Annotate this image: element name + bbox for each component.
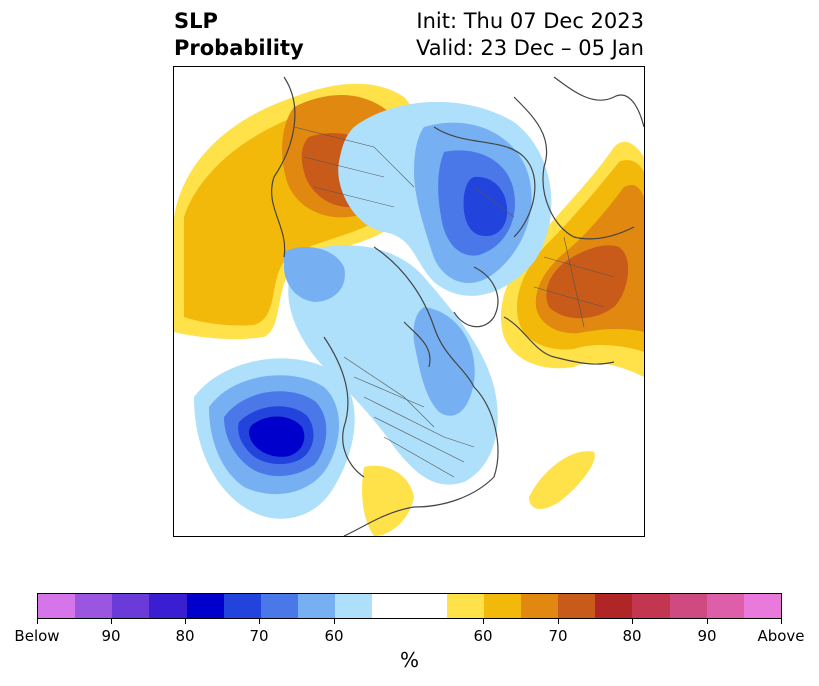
title-left: SLP Probability [174, 8, 304, 62]
colorbar-tick [781, 619, 782, 624]
colorbar-segment [706, 594, 744, 618]
colorbar [37, 593, 782, 619]
colorbar-tick-label: 80 [175, 627, 195, 645]
colorbar-tick-label: 60 [324, 627, 344, 645]
colorbar-segment [38, 594, 76, 618]
colorbar-tick [185, 619, 186, 624]
title-type: Probability [174, 36, 304, 60]
colorbar-segment [335, 594, 373, 618]
colorbar-segment [372, 594, 447, 618]
colorbar-segment [112, 594, 150, 618]
colorbar-segment [521, 594, 559, 618]
colorbar-segment [558, 594, 596, 618]
probability-map [174, 76, 644, 536]
colorbar-unit-label: % [399, 648, 419, 672]
colorbar-tick [632, 619, 633, 624]
colorbar-segment [632, 594, 670, 618]
colorbar-segment [595, 594, 633, 618]
colorbar-tick-label: 60 [473, 627, 493, 645]
colorbar-tick-label: 90 [697, 627, 717, 645]
colorbar-segment [260, 594, 299, 618]
colorbar-segment [75, 594, 113, 618]
north-atlantic-high-area [529, 451, 595, 509]
title-valid-period: Valid: 23 Dec – 05 Jan [415, 36, 644, 60]
colorbar-tick-label: Above [757, 627, 805, 645]
colorbar-tick-label: 80 [622, 627, 642, 645]
colorbar-segment [483, 594, 522, 618]
title-init-date: Init: Thu 07 Dec 2023 [416, 9, 644, 33]
colorbar-tick-label: 70 [548, 627, 568, 645]
colorbar-tick-label: Below [14, 627, 60, 645]
coastlines [271, 76, 644, 536]
title-variable: SLP [174, 9, 218, 33]
map-panel [173, 66, 645, 537]
colorbar-tick [558, 619, 559, 624]
colorbar-segment [743, 594, 782, 618]
pacific-low-area [194, 358, 355, 519]
colorbar-ticks: Below 90 80 70 60 60 70 80 90 Above [14, 619, 805, 645]
colorbar-tick [334, 619, 335, 624]
colorbar-tick-label: 90 [101, 627, 121, 645]
colorbar-tick [483, 619, 484, 624]
colorbar-tick [707, 619, 708, 624]
colorbar-segment [186, 594, 224, 618]
colorbar-segment [223, 594, 261, 618]
colorbar-segment [298, 594, 336, 618]
arctic-low-area [338, 101, 552, 296]
political-borders [293, 126, 615, 478]
colorbar-tick [37, 619, 38, 624]
colorbar-segment [446, 594, 484, 618]
colorbar-tick-label: 70 [249, 627, 269, 645]
north-america-low-area [284, 245, 498, 485]
mexico-high-area [362, 465, 414, 536]
colorbar-tick [259, 619, 260, 624]
colorbar-tick [111, 619, 112, 624]
title-right: Init: Thu 07 Dec 2023 Valid: 23 Dec – 05… [416, 8, 644, 62]
europe-high-area [500, 141, 644, 377]
colorbar-segment [149, 594, 187, 618]
colorbar-segment [669, 594, 707, 618]
